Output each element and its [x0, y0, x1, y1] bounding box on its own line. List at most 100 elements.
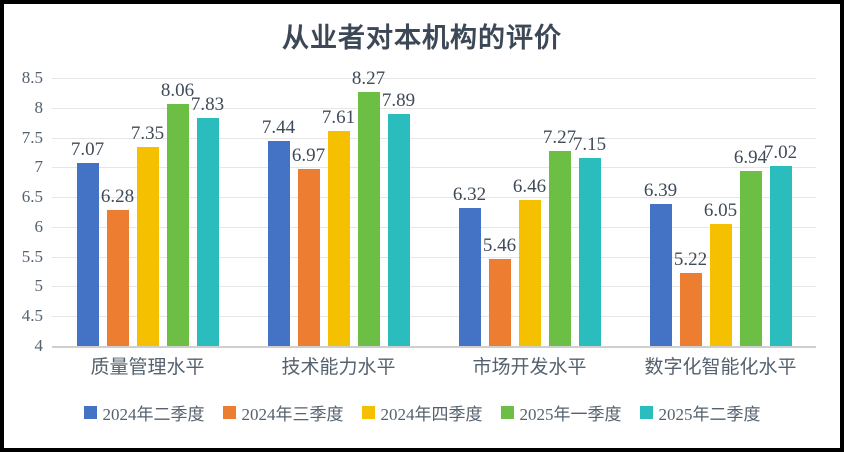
legend-label: 2025年二季度	[658, 405, 761, 424]
bar-value-label: 6.28	[100, 186, 135, 208]
legend-label: 2024年三季度	[241, 405, 344, 424]
bar-column[interactable]: 7.44	[262, 78, 295, 346]
gridline	[52, 197, 816, 199]
bar-group: 7.07 6.28 7.35 8.06 7.83	[52, 78, 243, 346]
y-axis-tick-label: 6.5	[21, 187, 43, 207]
legend-item[interactable]: 2025年一季度	[500, 400, 622, 425]
bar[interactable]	[709, 223, 732, 346]
bar-column[interactable]: 6.39	[644, 78, 677, 346]
y-axis-tick-label: 4	[34, 336, 44, 355]
bar-value-label: 7.07	[70, 139, 105, 161]
bar-column[interactable]: 6.97	[292, 78, 325, 346]
bar[interactable]	[649, 203, 672, 346]
bar[interactable]	[106, 210, 129, 346]
legend-item[interactable]: 2025年二季度	[639, 400, 761, 425]
chart-legend: 2024年二季度 2024年三季度 2024年四季度 2025年一季度 2025年二季度	[4, 400, 840, 425]
bar[interactable]	[76, 163, 99, 346]
bar-group: 6.32 5.46 6.46 7.27 7.15	[434, 78, 625, 346]
bar-column[interactable]: 5.46	[483, 78, 516, 346]
y-axis-tick-label: 4.5	[21, 306, 43, 326]
chart-title: 从业者对本机构的评价	[282, 23, 562, 53]
bar-value-label: 7.89	[381, 90, 416, 112]
bar[interactable]	[769, 166, 792, 346]
bar-column[interactable]: 7.02	[764, 78, 797, 346]
bar[interactable]	[357, 91, 380, 346]
bar-column[interactable]: 8.27	[352, 68, 385, 346]
gridline	[52, 78, 816, 79]
bar-column[interactable]: 5.22	[674, 78, 707, 346]
legend-item[interactable]: 2024年四季度	[361, 400, 483, 425]
bar[interactable]	[196, 117, 219, 346]
bar-value-label: 7.02	[763, 142, 798, 164]
gridline	[52, 316, 816, 318]
bar[interactable]	[166, 104, 189, 346]
bar-column[interactable]: 7.61	[322, 78, 355, 346]
bar[interactable]	[518, 199, 541, 346]
bar[interactable]	[488, 259, 511, 346]
bar-column[interactable]: 6.32	[453, 78, 486, 346]
bar[interactable]	[387, 114, 410, 346]
bar-column[interactable]: 8.06	[161, 78, 194, 346]
bar-value-label: 7.27	[542, 127, 577, 149]
bar-column[interactable]: 7.83	[191, 78, 224, 346]
bar-column[interactable]: 7.07	[71, 78, 104, 346]
legend-swatch-icon	[222, 406, 236, 419]
bar-value-label: 7.83	[190, 93, 225, 115]
bar-value-label: 7.61	[321, 107, 356, 129]
y-axis-tick-label: 7	[34, 157, 44, 177]
gridline	[52, 167, 816, 169]
legend-swatch-icon	[500, 406, 514, 419]
legend-swatch-icon	[83, 406, 97, 419]
y-axis-tick-label: 8	[34, 97, 44, 117]
bar[interactable]	[327, 131, 350, 346]
gridline	[52, 137, 816, 139]
gridline	[52, 346, 816, 348]
bar[interactable]	[739, 170, 762, 346]
y-axis-tick-label: 7.5	[21, 127, 43, 147]
bar-value-label: 7.35	[130, 122, 165, 144]
y-axis-tick-label: 5.5	[21, 246, 43, 266]
bar-value-label: 6.46	[512, 175, 547, 197]
plot-area: 8.5 8 7.5 7 6.5 6 5.5 5 4.5 4 7.07 6.28 7.35 8.06 7.8…	[22, 68, 816, 355]
gridline	[52, 286, 816, 288]
bar-column[interactable]: 6.05	[704, 78, 737, 346]
bar-group: 6.39 5.22 6.05 6.94 7.02	[625, 78, 816, 346]
bar[interactable]	[267, 141, 290, 346]
legend-label: 2024年二季度	[102, 405, 205, 424]
bar-value-label: 6.97	[291, 145, 326, 167]
y-axis-tick-label: 6	[34, 216, 44, 236]
bar-column[interactable]: 7.35	[131, 78, 164, 346]
bar-value-label: 5.46	[482, 235, 517, 257]
legend-item[interactable]: 2024年二季度	[83, 400, 205, 425]
bar-value-label: 6.39	[643, 179, 678, 201]
legend-item[interactable]: 2024年三季度	[222, 400, 344, 425]
y-axis-tick-label: 5	[34, 276, 44, 296]
bar-column[interactable]: 6.28	[101, 78, 134, 346]
bar[interactable]	[548, 151, 571, 346]
x-axis-category-label: 市场开发水平	[472, 357, 587, 378]
bar[interactable]	[458, 207, 481, 346]
legend-label: 2025年一季度	[519, 405, 622, 424]
bar[interactable]	[297, 169, 320, 346]
bar-column[interactable]: 7.89	[382, 78, 415, 346]
gridline	[52, 256, 816, 258]
bar-value-label: 8.27	[351, 67, 386, 89]
bar[interactable]	[679, 273, 702, 346]
bar-value-label: 6.05	[703, 199, 738, 221]
bar-column[interactable]: 7.15	[573, 78, 606, 346]
bar[interactable]	[578, 158, 601, 346]
bar-value-label: 8.06	[160, 80, 195, 102]
bar-value-label: 6.94	[733, 146, 768, 168]
gridline	[52, 226, 816, 228]
x-axis-category-label: 数字化智能化水平	[644, 357, 797, 378]
x-axis-category-label: 技术能力水平	[281, 357, 396, 378]
bar-column[interactable]: 6.46	[513, 78, 546, 346]
chart-frame: 从业者对本机构的评价 8.5 8 7.5 7 6.5 6 5.5 5 4.5 4 7.07 6.28…	[4, 4, 840, 448]
x-axis-category-label: 质量管理水平	[90, 357, 205, 378]
bar[interactable]	[136, 146, 159, 346]
bar-column[interactable]: 7.27	[543, 78, 576, 346]
bar-value-label: 7.44	[261, 117, 296, 139]
bar-group: 7.44 6.97 7.61 8.27 7.89	[243, 68, 434, 346]
gridline	[52, 107, 816, 109]
bar-column[interactable]: 6.94	[734, 78, 767, 346]
